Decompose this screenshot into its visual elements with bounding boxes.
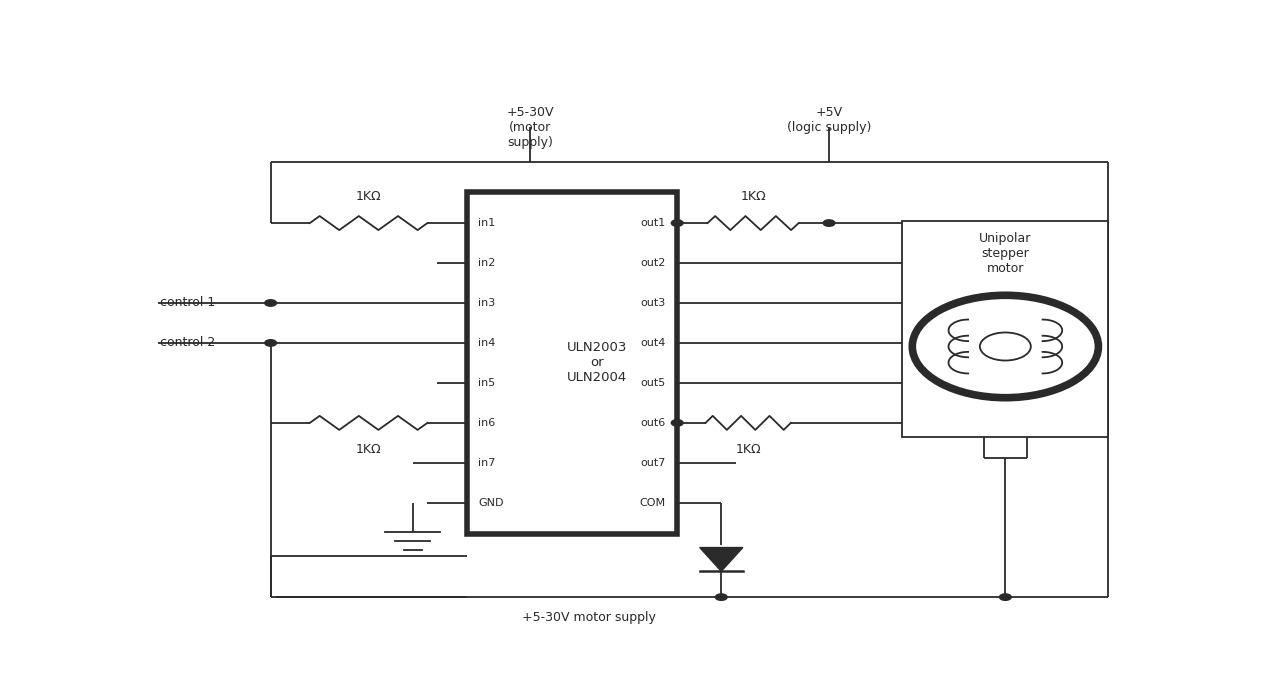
Text: out1: out1: [640, 218, 665, 228]
Text: control 1: control 1: [161, 297, 215, 309]
Text: out4: out4: [640, 338, 665, 348]
Text: +5V
(logic supply): +5V (logic supply): [786, 106, 871, 134]
Text: out2: out2: [640, 258, 665, 268]
Text: ULN2003
or
ULN2004: ULN2003 or ULN2004: [568, 342, 627, 384]
Text: +5-30V
(motor
supply): +5-30V (motor supply): [507, 106, 554, 148]
Text: in3: in3: [478, 298, 495, 308]
Bar: [466, 192, 678, 534]
Text: Unipolar
stepper
motor: Unipolar stepper motor: [980, 232, 1031, 275]
Circle shape: [264, 340, 277, 346]
Text: COM: COM: [640, 498, 665, 508]
Text: in1: in1: [478, 218, 495, 228]
Text: control 2: control 2: [161, 337, 215, 349]
Text: in5: in5: [478, 378, 495, 388]
Text: in6: in6: [478, 418, 495, 428]
Text: GND: GND: [478, 498, 504, 508]
Circle shape: [264, 300, 277, 306]
Text: in4: in4: [478, 338, 495, 348]
Text: 1KΩ: 1KΩ: [741, 190, 766, 202]
Text: out3: out3: [640, 298, 665, 308]
Text: in7: in7: [478, 458, 495, 468]
Text: 1KΩ: 1KΩ: [355, 190, 382, 202]
Text: out7: out7: [640, 458, 665, 468]
Bar: [902, 221, 1109, 437]
Circle shape: [671, 419, 683, 426]
Text: +5-30V motor supply: +5-30V motor supply: [522, 610, 656, 624]
Circle shape: [1000, 594, 1011, 601]
Text: 1KΩ: 1KΩ: [736, 443, 761, 456]
Circle shape: [715, 594, 727, 601]
Text: out6: out6: [640, 418, 665, 428]
Text: out5: out5: [640, 378, 665, 388]
Circle shape: [671, 220, 683, 226]
Text: in2: in2: [478, 258, 495, 268]
Polygon shape: [700, 547, 743, 571]
Circle shape: [823, 220, 836, 226]
Text: 1KΩ: 1KΩ: [355, 443, 382, 456]
